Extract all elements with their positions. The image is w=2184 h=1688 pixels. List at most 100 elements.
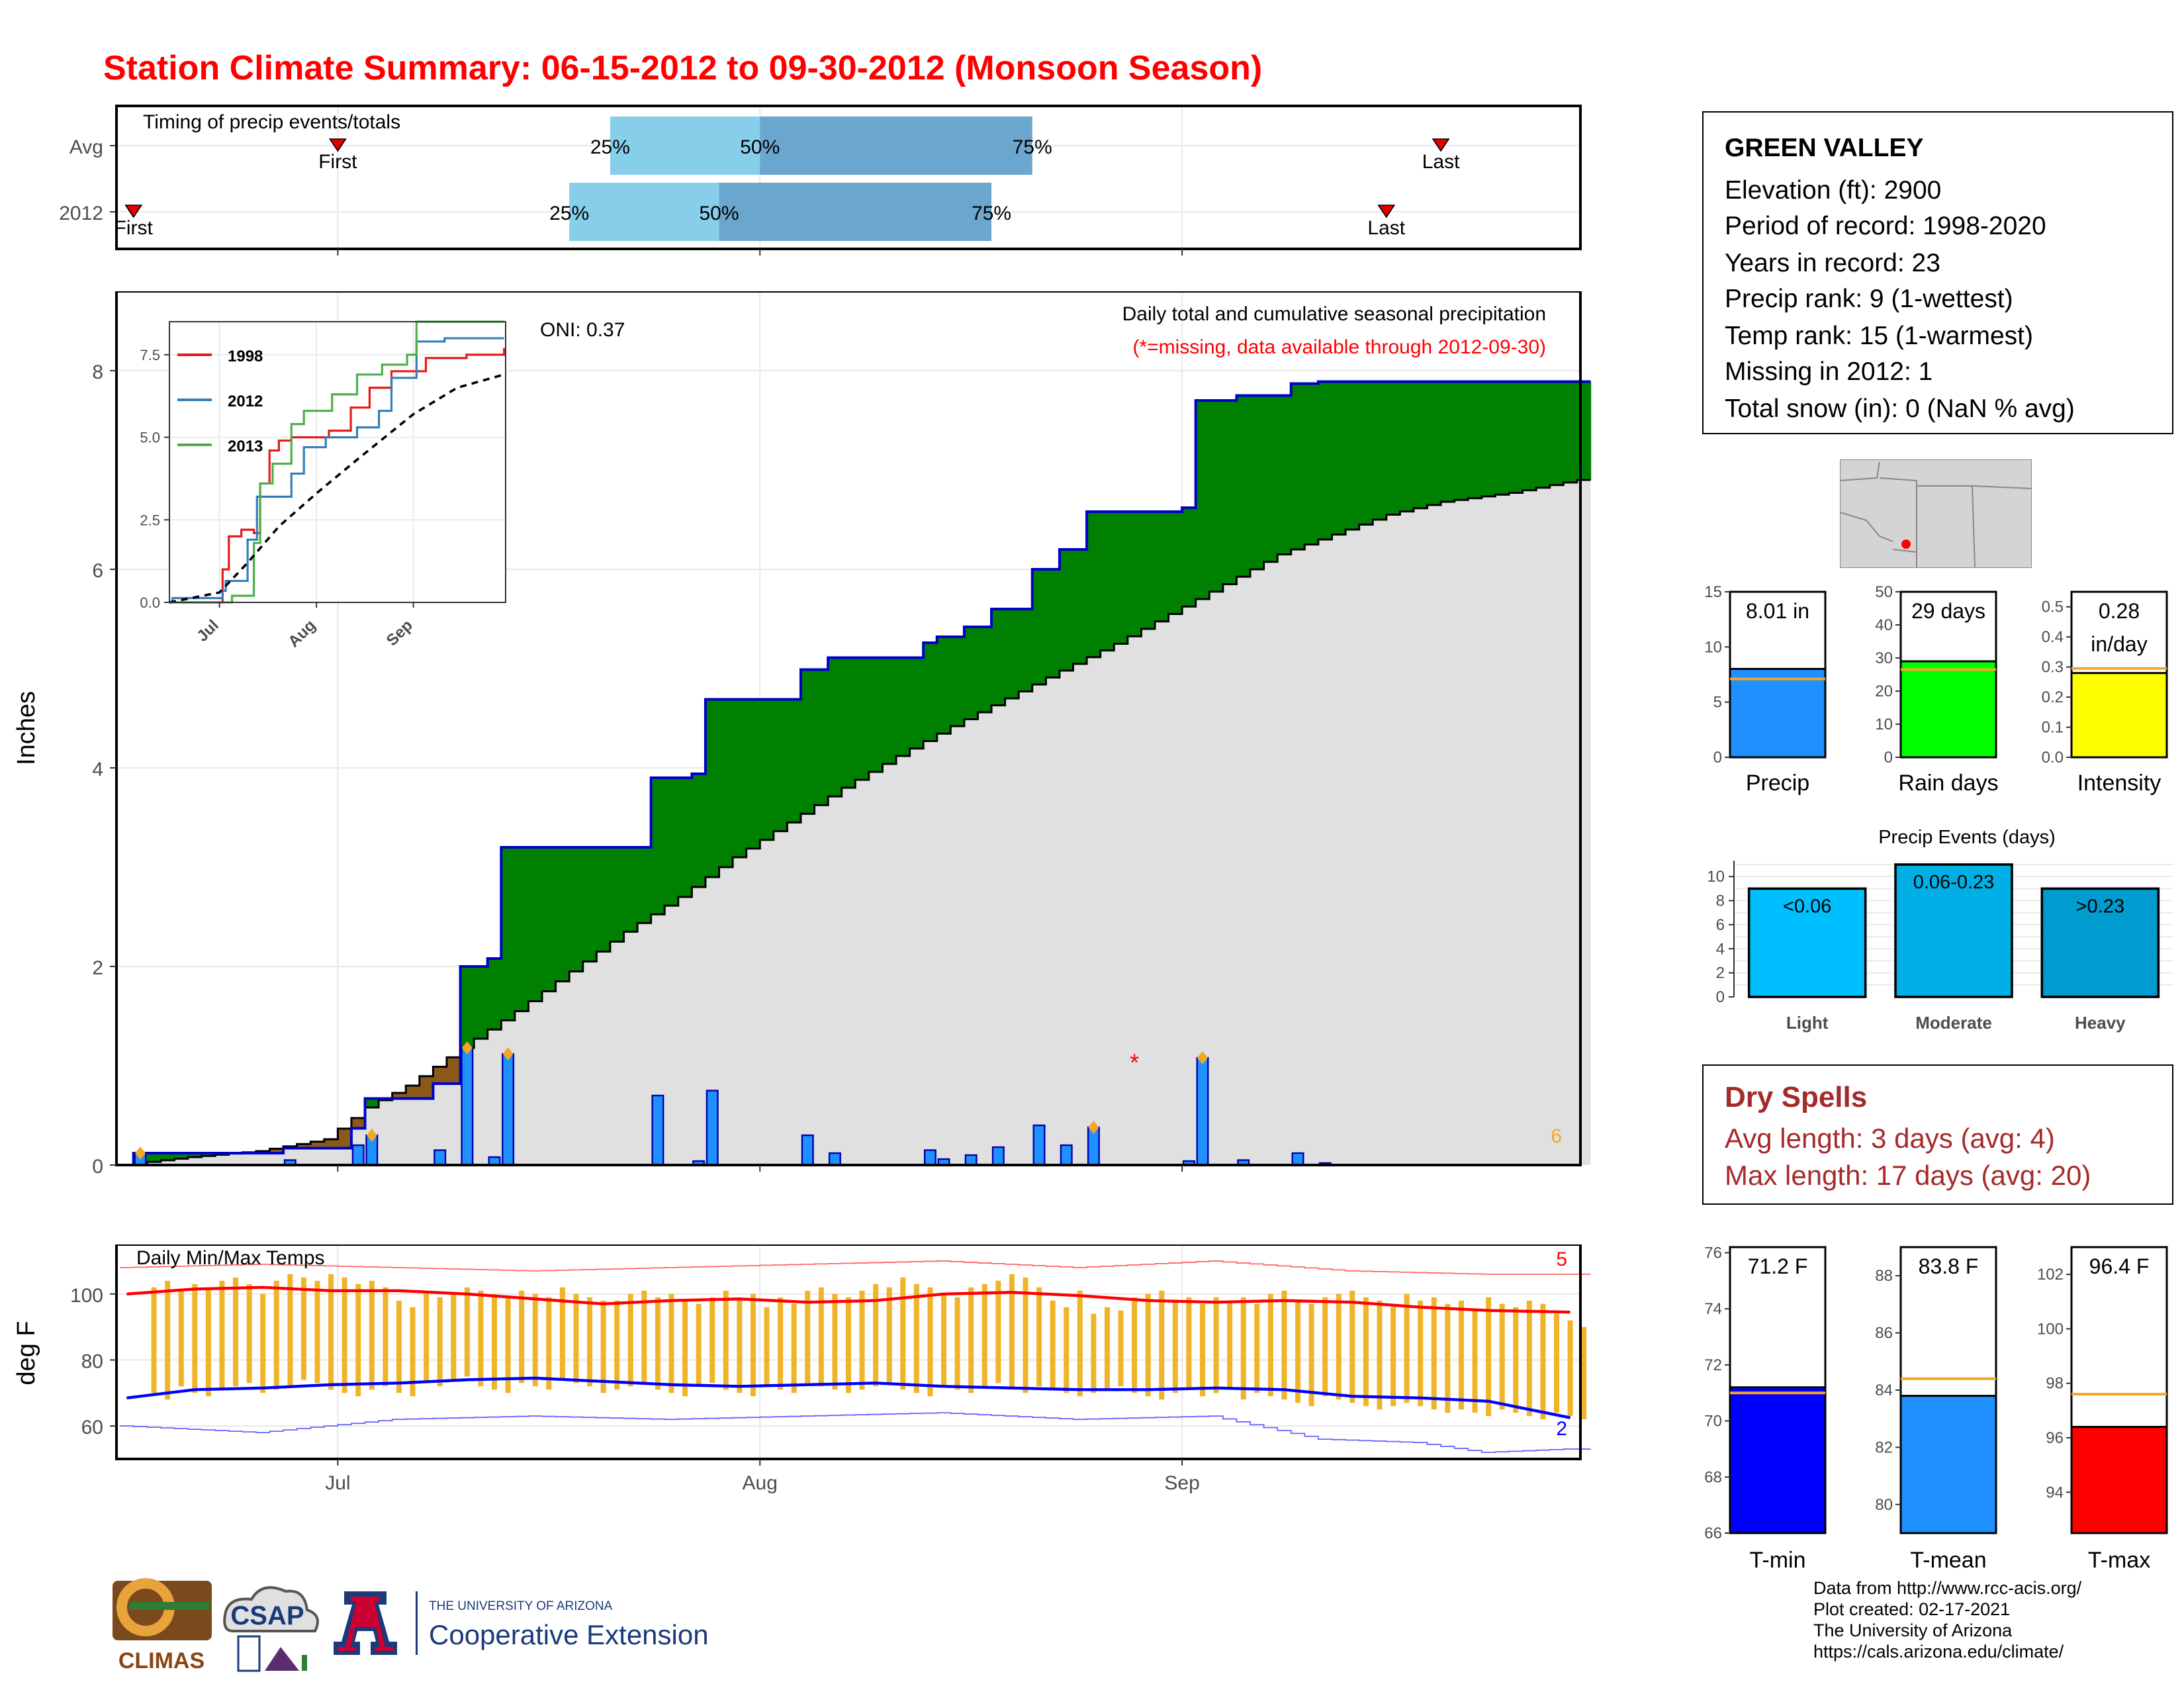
- mini-bar-value-label: 0.28: [2099, 599, 2140, 623]
- events-y-tick-label: 0: [1716, 988, 1725, 1006]
- precip-departure-fill: [487, 959, 502, 1030]
- temps-daily-range-bar: [1499, 1303, 1505, 1410]
- events-y-tick-label: 4: [1716, 940, 1725, 958]
- precip-departure-fill: [188, 1153, 203, 1157]
- precip-departure-fill: [664, 778, 679, 906]
- station-elevation: Elevation (ft): 2900: [1725, 175, 1942, 205]
- precip-daily-bar: [461, 1047, 474, 1166]
- climas-logo[interactable]: CLIMAS: [113, 1578, 212, 1673]
- precip-departure-fill: [678, 778, 693, 897]
- temps-daily-range-bar: [151, 1287, 157, 1393]
- precip-departure-fill: [1168, 512, 1183, 614]
- mini-bar-y-tick-label: 40: [1875, 616, 1893, 634]
- credits: Data from http://www.rcc-acis.org/ Plot …: [1813, 1578, 2081, 1663]
- temps-daily-range-bar: [451, 1293, 457, 1380]
- precip-departure-fill: [365, 1098, 379, 1107]
- temps-daily-range-bar: [1377, 1300, 1383, 1410]
- mini-bar-y-tick-label: 72: [1704, 1356, 1722, 1374]
- inset-series-line: [169, 348, 506, 604]
- precip-departure-fill: [1236, 395, 1251, 577]
- temps-daily-range-bar: [233, 1277, 239, 1387]
- temps-daily-range-bar: [1581, 1327, 1587, 1420]
- university-of-arizona-logo[interactable]: THE UNIVERSITY OF ARIZONA Cooperative Ex…: [334, 1591, 709, 1655]
- inset-series-line: [169, 320, 504, 604]
- temps-daily-range-bar: [178, 1290, 184, 1387]
- temps-daily-range-bar: [1240, 1297, 1246, 1400]
- precip-departure-fill: [1154, 512, 1169, 622]
- mini-bar-y-tick-label: 68: [1704, 1468, 1722, 1486]
- precip-departure-fill: [460, 966, 475, 1048]
- precip-y-tick-label: 4: [92, 759, 103, 780]
- mini-bar: [1899, 660, 1997, 759]
- temps-daily-range-bar: [1145, 1293, 1151, 1397]
- dry-spells-box: Dry Spells Avg length: 3 days (avg: 4) M…: [1702, 1064, 2173, 1205]
- credit-data-source: Data from http://www.rcc-acis.org/: [1813, 1578, 2082, 1598]
- precip-departure-fill: [1386, 381, 1401, 515]
- temps-daily-range-bar: [1308, 1303, 1314, 1407]
- precip-departure-fill: [1073, 549, 1087, 664]
- temps-avg-max-line: [126, 1286, 1570, 1314]
- credit-plot-created: Plot created: 02-17-2021: [1813, 1599, 2011, 1619]
- temps-daily-range-bar: [1050, 1300, 1056, 1390]
- precip-departure-fill: [174, 1153, 189, 1159]
- temps-corner-max: 5: [1556, 1248, 1567, 1270]
- temps-daily-range-bar: [737, 1300, 743, 1393]
- precip-y-tick-label: 0: [92, 1156, 103, 1178]
- mini-bar-y-tick-label: 66: [1704, 1524, 1722, 1542]
- temps-daily-range-bar: [655, 1297, 660, 1390]
- temps-daily-range-bar: [1104, 1307, 1110, 1390]
- precip-departure-fill: [1400, 381, 1414, 512]
- precip-departure-fill: [269, 1149, 284, 1153]
- mini-bar-value-label: 83.8 F: [1919, 1254, 1979, 1278]
- temps-daily-range-bar: [873, 1284, 879, 1387]
- mini-bar-y-tick-label: 30: [1875, 649, 1893, 667]
- temps-daily-range-bar: [1553, 1313, 1559, 1413]
- mini-bar-value-label: 8.01 in: [1746, 599, 1809, 623]
- precip-y-tick-label: 8: [92, 361, 103, 383]
- precip-departure-fill: [787, 699, 801, 823]
- precip-departure-fill: [1413, 381, 1428, 508]
- precip-record-marker: [1197, 1051, 1208, 1064]
- temps-daily-range-bar: [709, 1297, 715, 1383]
- precip-daily-bar: [351, 1144, 365, 1166]
- dry-spells-avg: Avg length: 3 days (avg: 4): [1725, 1124, 2055, 1154]
- temps-corner-min: 2: [1556, 1418, 1567, 1440]
- mini-bar-category: T-max: [2088, 1548, 2150, 1573]
- precip-departure-fill: [1222, 400, 1238, 585]
- precip-departure-fill: [814, 669, 829, 806]
- credit-website: https://cals.arizona.edu/climate/: [1813, 1642, 2064, 1662]
- mini-bar-y-tick-label: 5: [1713, 694, 1722, 712]
- timing-row-label: 2012: [59, 203, 103, 224]
- temps-daily-range-bar: [1172, 1300, 1178, 1393]
- mini-bar-y-tick-label: 0.2: [2042, 688, 2064, 706]
- mini-bar-value-label: 71.2 F: [1748, 1254, 1808, 1278]
- precip-oni: ONI: 0.37: [540, 319, 625, 341]
- precip-climo-area: [116, 480, 1591, 1165]
- station-name: GREEN VALLEY: [1725, 134, 1924, 163]
- precip-departure-fill: [950, 637, 965, 726]
- mini-bar-y-tick-label: 10: [1704, 638, 1722, 656]
- ua-big-text: Cooperative Extension: [429, 1619, 709, 1650]
- temps-daily-range-bar: [1567, 1320, 1573, 1417]
- events-y-tick-label: 8: [1716, 892, 1725, 910]
- precip-departure-fill: [773, 699, 788, 831]
- precip-departure-fill: [1195, 400, 1210, 599]
- temps-daily-range-bar: [314, 1280, 320, 1383]
- mini-bar-y-tick-label: 0.4: [2042, 628, 2064, 646]
- precip-departure-fill: [692, 774, 706, 887]
- temps-daily-range-bar: [587, 1297, 593, 1387]
- precip-departure-fill: [868, 657, 884, 772]
- mini-bar-y-tick-label: 82: [1875, 1438, 1893, 1456]
- temps-daily-range-bar: [1267, 1293, 1273, 1397]
- precip-departure-fill: [596, 847, 611, 952]
- precip-departure-fill: [978, 627, 992, 712]
- precip-departure-fill: [324, 1139, 339, 1149]
- temps-daily-range-bar: [1118, 1310, 1124, 1387]
- precip-departure-fill: [1046, 569, 1060, 678]
- timing-first-marker: [328, 138, 347, 152]
- precip-departure-fill: [1454, 381, 1469, 500]
- inset-y-tick-label: 0.0: [140, 594, 160, 611]
- temps-daily-range-bar: [764, 1307, 770, 1387]
- csap-logo[interactable]: CSAP: [223, 1586, 319, 1672]
- temps-daily-range-bar: [1091, 1313, 1097, 1393]
